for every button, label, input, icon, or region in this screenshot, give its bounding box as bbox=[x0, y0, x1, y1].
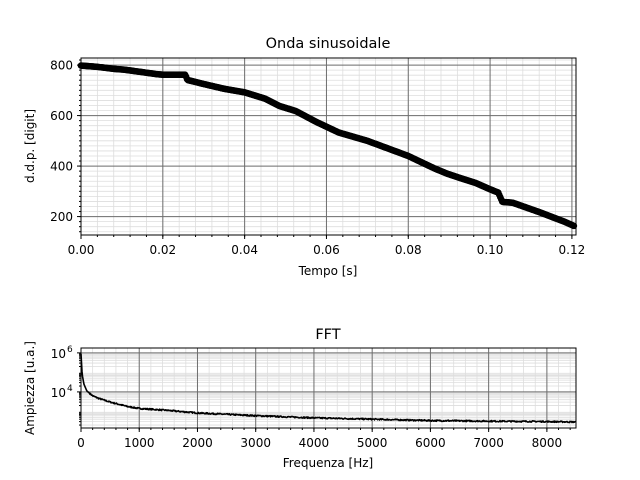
fft-chart-title: FFT bbox=[315, 327, 340, 343]
time-chart-x-tick-label: 0.00 bbox=[68, 243, 95, 257]
fft-chart-x-tick-label: 3000 bbox=[240, 436, 271, 450]
fft-chart-x-tick-label: 7000 bbox=[473, 436, 504, 450]
time-chart-xlabel: Tempo [s] bbox=[298, 264, 358, 278]
fft-chart-ylabel: Ampiezza [u.a.] bbox=[23, 341, 37, 435]
fft-chart-spectrum-line bbox=[80, 353, 577, 424]
time-chart-ylabel: d.d.p. [digit] bbox=[23, 109, 37, 183]
time-chart-x-tick-label: 0.06 bbox=[313, 243, 340, 257]
time-chart: 0.00 0.02 0.04 0.06 0.08 0.10 0.12 200 400 600 800… bbox=[23, 36, 585, 278]
time-chart-y-tick-label: 600 bbox=[50, 109, 73, 123]
fft-chart-y-tick-exponent: 6 bbox=[67, 345, 73, 355]
time-chart-y-tick-label: 400 bbox=[50, 160, 73, 174]
time-chart-x-tick-label: 0.08 bbox=[395, 243, 422, 257]
fft-chart-x-tick-label: 8000 bbox=[532, 436, 563, 450]
time-chart-x-tick-label: 0.10 bbox=[477, 243, 504, 257]
fft-chart-x-tick-label: 5000 bbox=[357, 436, 388, 450]
fft-chart-y-tick-label: 10 bbox=[51, 386, 66, 400]
time-chart-y-tick-label: 800 bbox=[50, 59, 73, 73]
time-chart-frame bbox=[80, 57, 577, 236]
time-chart-x-tick-label: 0.12 bbox=[559, 243, 586, 257]
time-chart-title: Onda sinusoidale bbox=[266, 36, 391, 52]
time-chart-x-tick-label: 0.04 bbox=[231, 243, 258, 257]
fft-chart-y-tick-label: 10 bbox=[51, 347, 66, 361]
fft-chart-x-tick-label: 6000 bbox=[415, 436, 446, 450]
fft-chart-x-tick-label: 4000 bbox=[299, 436, 330, 450]
fft-chart-frame bbox=[80, 347, 577, 429]
time-chart-x-tick-label: 0.02 bbox=[149, 243, 176, 257]
fft-chart-x-tick-label: 1000 bbox=[124, 436, 155, 450]
fft-chart-xlabel: Frequenza [Hz] bbox=[283, 456, 373, 470]
fft-chart-y-tick-exponent: 4 bbox=[67, 384, 73, 394]
fft-chart-x-tick-label: 0 bbox=[77, 436, 85, 450]
time-chart-y-tick-label: 200 bbox=[50, 210, 73, 224]
fft-chart-x-tick-label: 2000 bbox=[182, 436, 213, 450]
